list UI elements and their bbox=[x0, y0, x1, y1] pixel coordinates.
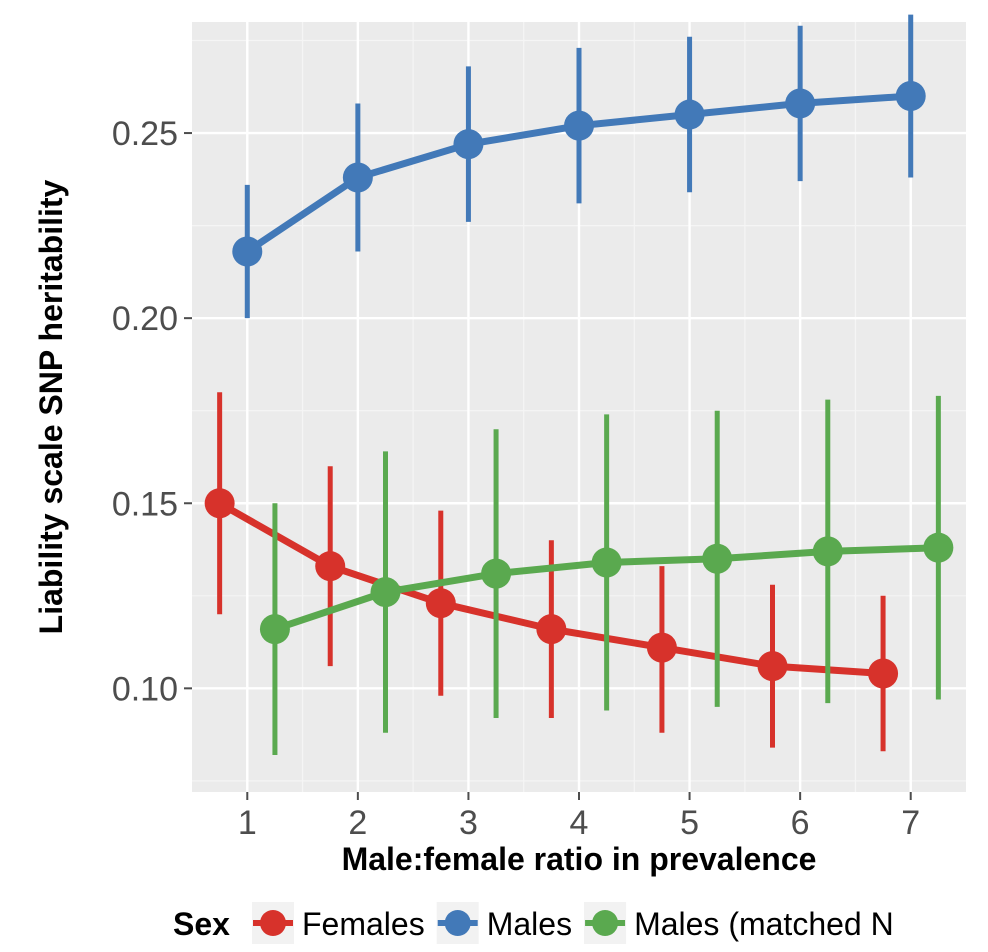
y-tick-label: 0.15 bbox=[112, 485, 178, 523]
data-point bbox=[232, 236, 263, 267]
x-tick-label: 6 bbox=[791, 804, 810, 842]
data-point bbox=[564, 110, 594, 141]
x-axis: 1 2 3 4 5 6 7 bbox=[238, 792, 920, 842]
data-point bbox=[646, 632, 677, 663]
data-point bbox=[370, 577, 401, 608]
data-point bbox=[453, 129, 484, 160]
data-point bbox=[259, 614, 290, 645]
data-point bbox=[868, 658, 899, 689]
x-tick-label: 2 bbox=[348, 804, 367, 842]
data-point bbox=[591, 547, 622, 578]
series-males bbox=[232, 14, 926, 319]
legend-item-males: Males bbox=[436, 902, 572, 944]
y-axis: 0.10 0.15 0.20 0.25 bbox=[112, 115, 192, 708]
x-tick-label: 4 bbox=[570, 804, 589, 842]
legend-label: Males (matched N bbox=[634, 906, 894, 942]
data-point bbox=[702, 543, 733, 574]
legend-key-point bbox=[592, 910, 619, 936]
x-tick-label: 5 bbox=[680, 804, 699, 842]
legend-label: Males bbox=[487, 906, 572, 942]
legend: Sex Females Males Males (matched N bbox=[173, 902, 894, 944]
data-point bbox=[812, 536, 843, 567]
x-axis-title: Male:female ratio in prevalence bbox=[342, 841, 817, 877]
y-tick-label: 0.10 bbox=[112, 670, 178, 708]
data-point bbox=[425, 588, 456, 619]
legend-item-females: Females bbox=[252, 902, 425, 944]
data-point bbox=[342, 162, 373, 193]
data-point bbox=[536, 614, 567, 645]
x-tick-label: 7 bbox=[901, 804, 920, 842]
data-point bbox=[895, 81, 926, 112]
x-tick-label: 1 bbox=[238, 804, 257, 842]
data-point bbox=[315, 551, 346, 582]
data-point bbox=[204, 488, 235, 519]
data-point bbox=[923, 532, 954, 563]
x-tick-label: 3 bbox=[459, 804, 478, 842]
legend-label: Females bbox=[302, 906, 425, 942]
legend-key-point bbox=[444, 910, 471, 936]
data-point bbox=[481, 558, 512, 589]
legend-title: Sex bbox=[173, 906, 230, 942]
data-point bbox=[757, 651, 788, 682]
legend-key-point bbox=[260, 910, 286, 936]
y-axis-title: Liability scale SNP heritability bbox=[33, 179, 69, 634]
series-males-matched-n bbox=[259, 395, 954, 755]
series-layer bbox=[204, 14, 954, 755]
y-tick-label: 0.20 bbox=[112, 300, 178, 338]
legend-item-males-matched-n: Males (matched N bbox=[584, 902, 894, 944]
data-point bbox=[785, 88, 816, 119]
data-point bbox=[674, 99, 705, 130]
y-tick-label: 0.25 bbox=[112, 115, 178, 153]
